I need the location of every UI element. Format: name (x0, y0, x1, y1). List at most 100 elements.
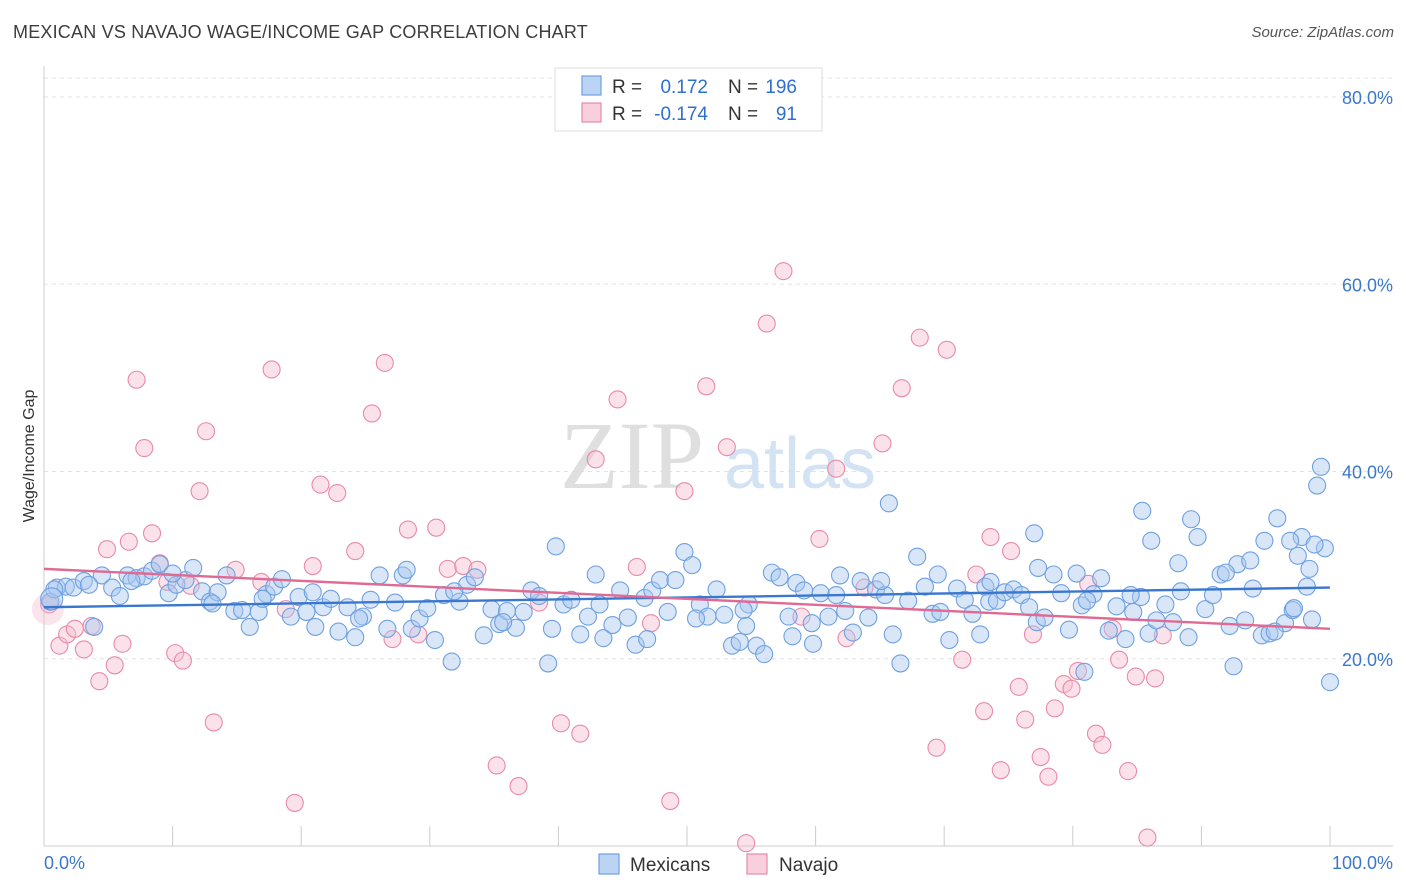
mexicans-point (1302, 610, 1322, 629)
legend-bottom-label-navajo: Navajo (779, 855, 838, 876)
mexicans-point (1224, 657, 1243, 676)
mexicans-point (908, 547, 927, 566)
mexicans-point (1288, 546, 1307, 565)
mexicans-point (346, 628, 365, 647)
watermark-atlas: atlas (724, 424, 876, 504)
mexicans-point (1315, 539, 1334, 558)
mexicans-point (542, 619, 562, 638)
mexicans-point (445, 582, 464, 601)
mexicans-point (1179, 628, 1198, 647)
mexicans-point (303, 583, 322, 602)
mexicans-point (730, 632, 749, 651)
mexicans-point (1169, 554, 1188, 573)
navajo-point (1068, 661, 1087, 680)
navajo-point (346, 542, 365, 561)
mexicans-point (737, 616, 756, 636)
y-tick-label: 40.0% (1342, 463, 1393, 483)
mexicans-point (851, 571, 870, 591)
mexicans-point (442, 652, 461, 671)
mexicans-point (879, 494, 898, 513)
mexicans-point (1059, 620, 1078, 639)
mexicans-point (1320, 673, 1340, 692)
navajo-point (991, 761, 1010, 780)
navajo-point (757, 314, 776, 333)
mexicans-point (482, 600, 501, 619)
navajo-point (383, 630, 402, 649)
navajo-point (981, 527, 1000, 547)
navajo-point (1062, 679, 1081, 698)
mexicans-point (1305, 535, 1324, 554)
navajo-point (135, 439, 154, 458)
mexicans-point (397, 560, 416, 579)
navajo-point (285, 793, 304, 812)
mexicans-point (928, 565, 947, 584)
mexicans-point (1284, 599, 1304, 618)
mexicans-point (1124, 602, 1143, 621)
mexicans-point (321, 589, 340, 608)
mexicans-point (546, 537, 565, 556)
mexicans-point (779, 607, 798, 626)
mexicans-point (683, 556, 702, 575)
mexicans-point (666, 571, 685, 590)
navajo-point (487, 756, 506, 775)
navajo-point (97, 540, 117, 559)
mexicans-point (626, 635, 645, 654)
mexicans-point (1196, 600, 1215, 619)
y-axis-label: Wage/Income Gap (21, 390, 38, 523)
navajo-point (113, 634, 132, 653)
mexicans-point (1281, 531, 1300, 550)
legend-bottom-swatch-navajo (746, 853, 768, 875)
mexicans-point (802, 614, 821, 633)
mexicans-point (578, 607, 598, 626)
navajo-point (967, 565, 986, 584)
legend-r-value-2: -0.174 (654, 104, 708, 125)
mexicans-point (1099, 621, 1118, 640)
navajo-point (627, 557, 646, 577)
mexicans-point (1216, 563, 1235, 582)
navajo-point (1045, 699, 1064, 718)
mexicans-point (755, 645, 774, 664)
mexicans-point (1020, 598, 1039, 617)
mexicans-point (297, 602, 316, 621)
navajo-point (717, 438, 736, 457)
mexicans-point (1116, 630, 1135, 649)
mexicans-point (289, 587, 308, 607)
mexicans-point (378, 619, 397, 638)
mexicans-point (361, 590, 380, 609)
y-tick-label: 20.0% (1342, 650, 1393, 670)
mexicans-point (1075, 662, 1094, 681)
navajo-point (937, 340, 956, 359)
mexicans-point (1203, 586, 1223, 605)
mexicans-point (1077, 591, 1096, 610)
navajo-point (927, 738, 946, 757)
mexicans-point (208, 583, 227, 602)
legend-swatch-navajo (581, 102, 602, 123)
mexicans-point-large (40, 587, 64, 611)
mexicans-point (915, 577, 934, 596)
navajo-point (328, 483, 347, 503)
legend-top: R = 0.172 N = 196 R = -0.174 N = 91 (554, 67, 823, 132)
navajo-point (641, 614, 661, 633)
mexicans-point (1311, 457, 1331, 476)
navajo-point (792, 607, 811, 626)
legend-r-label-2: R = (612, 104, 642, 125)
mexicans-point (1044, 565, 1063, 584)
series-navajo-points (31, 262, 1172, 853)
navajo-point (1146, 669, 1165, 688)
mexicans-point (571, 625, 590, 644)
navajo-point (1039, 767, 1058, 786)
legend-bottom: Mexicans Navajo (598, 853, 838, 876)
mexicans-point (1188, 527, 1207, 547)
mexicans-point (981, 572, 1000, 592)
navajo-point (873, 434, 892, 453)
mexicans-point (819, 607, 838, 626)
mexicans-point (217, 566, 236, 585)
navajo-point (737, 834, 756, 853)
mexicans-point (830, 566, 850, 585)
mexicans-point (350, 609, 369, 628)
navajo-trend-line (43, 567, 1331, 630)
navajo-point (1119, 762, 1138, 781)
mexicans-point (1156, 595, 1175, 614)
navajo-point (105, 656, 124, 675)
mexicans-point (1035, 608, 1054, 627)
